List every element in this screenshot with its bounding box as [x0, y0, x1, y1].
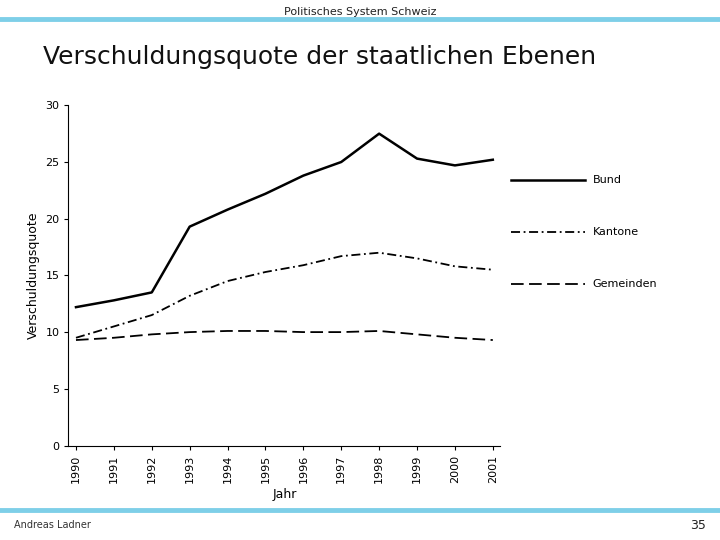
Text: Andreas Ladner: Andreas Ladner: [14, 521, 91, 530]
Text: Gemeinden: Gemeinden: [593, 279, 657, 289]
Text: Verschuldungsquote der staatlichen Ebenen: Verschuldungsquote der staatlichen Ebene…: [43, 45, 596, 69]
Y-axis label: Verschuldungsquote: Verschuldungsquote: [27, 212, 40, 339]
Text: 35: 35: [690, 519, 706, 532]
Text: Kantone: Kantone: [593, 227, 639, 237]
Text: Bund: Bund: [593, 176, 622, 185]
Text: Politisches System Schweiz: Politisches System Schweiz: [284, 7, 436, 17]
X-axis label: Jahr: Jahr: [272, 489, 297, 502]
